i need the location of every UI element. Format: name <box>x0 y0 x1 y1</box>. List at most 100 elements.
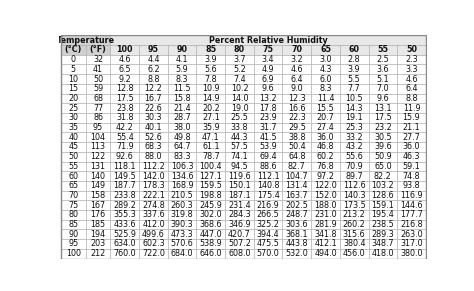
Bar <box>340 210 368 220</box>
Bar <box>61 103 86 113</box>
Text: 55.6: 55.6 <box>345 152 363 161</box>
Text: 433.6: 433.6 <box>114 220 136 229</box>
Text: 13.1: 13.1 <box>374 104 392 113</box>
Text: (°F): (°F) <box>90 45 107 54</box>
Text: 22.3: 22.3 <box>288 113 306 122</box>
Text: 78.7: 78.7 <box>202 152 219 161</box>
Bar <box>283 220 311 229</box>
Text: 9.2: 9.2 <box>118 74 131 84</box>
Bar <box>397 249 426 258</box>
Text: 69.4: 69.4 <box>259 152 277 161</box>
Text: 50: 50 <box>406 45 417 54</box>
Text: 12.2: 12.2 <box>145 84 162 93</box>
Bar <box>254 65 283 74</box>
Bar <box>168 220 196 229</box>
Bar <box>139 220 168 229</box>
Bar <box>225 210 254 220</box>
Text: 142.0: 142.0 <box>142 172 165 180</box>
Text: 65: 65 <box>68 181 79 190</box>
Text: 75: 75 <box>263 45 273 54</box>
Text: 6.4: 6.4 <box>291 74 303 84</box>
Text: 140.8: 140.8 <box>257 181 279 190</box>
Bar <box>283 45 311 55</box>
Text: 85: 85 <box>205 45 216 54</box>
Bar <box>397 239 426 249</box>
Bar <box>397 220 426 229</box>
Text: 95: 95 <box>148 45 159 54</box>
Text: 216.9: 216.9 <box>257 201 280 210</box>
Text: 134.6: 134.6 <box>171 172 193 180</box>
Text: 8.3: 8.3 <box>176 74 188 84</box>
Bar <box>283 229 311 239</box>
Bar <box>283 171 311 181</box>
Text: 248.7: 248.7 <box>285 210 308 219</box>
Bar <box>139 181 168 191</box>
Text: 7.4: 7.4 <box>233 74 246 84</box>
Bar <box>340 74 368 84</box>
Bar <box>168 94 196 103</box>
Text: 21.4: 21.4 <box>173 104 191 113</box>
Text: 5.6: 5.6 <box>204 65 217 74</box>
Bar <box>196 210 225 220</box>
Text: 113: 113 <box>91 143 106 151</box>
Bar <box>397 113 426 123</box>
Bar <box>397 229 426 239</box>
Bar <box>225 171 254 181</box>
Bar <box>110 132 139 142</box>
Text: 167: 167 <box>91 201 106 210</box>
Bar <box>139 123 168 132</box>
Bar <box>311 171 340 181</box>
Text: 210.5: 210.5 <box>171 191 193 200</box>
Bar <box>196 171 225 181</box>
Text: 158: 158 <box>91 191 106 200</box>
Bar <box>283 162 311 171</box>
Text: 238.5: 238.5 <box>372 220 394 229</box>
Text: 3.0: 3.0 <box>319 55 332 64</box>
Text: 12.3: 12.3 <box>288 94 306 103</box>
Bar <box>225 200 254 210</box>
Bar <box>86 132 110 142</box>
Text: 40.1: 40.1 <box>145 123 162 132</box>
Text: 6.5: 6.5 <box>118 65 131 74</box>
Text: 212: 212 <box>91 249 106 258</box>
Text: 185: 185 <box>91 220 106 229</box>
Text: 447.0: 447.0 <box>200 230 222 239</box>
Text: 9.6: 9.6 <box>262 84 274 93</box>
Bar <box>196 249 225 258</box>
Text: 131: 131 <box>91 162 106 171</box>
Bar <box>139 142 168 152</box>
Text: 8.3: 8.3 <box>319 84 332 93</box>
Bar <box>340 84 368 94</box>
Text: 2.3: 2.3 <box>405 55 418 64</box>
Bar <box>254 152 283 162</box>
Text: 50.4: 50.4 <box>288 143 306 151</box>
Text: 7.8: 7.8 <box>204 74 217 84</box>
Bar <box>61 171 86 181</box>
Text: 341.8: 341.8 <box>314 230 337 239</box>
Bar <box>86 94 110 103</box>
Text: 284.3: 284.3 <box>228 210 251 219</box>
Bar <box>61 142 86 152</box>
Bar <box>311 200 340 210</box>
Text: 4.4: 4.4 <box>147 55 160 64</box>
Bar <box>86 200 110 210</box>
Bar <box>61 229 86 239</box>
Bar <box>340 249 368 258</box>
Text: 31.7: 31.7 <box>259 123 277 132</box>
Bar <box>86 162 110 171</box>
Text: 6.0: 6.0 <box>319 74 332 84</box>
Text: 152.0: 152.0 <box>314 191 337 200</box>
Bar <box>196 181 225 191</box>
Bar <box>168 200 196 210</box>
Bar <box>397 103 426 113</box>
Text: 89.7: 89.7 <box>345 172 363 180</box>
Text: 60.2: 60.2 <box>317 152 334 161</box>
Bar <box>110 123 139 132</box>
Text: 390.3: 390.3 <box>171 220 193 229</box>
Bar <box>254 171 283 181</box>
Text: 315.6: 315.6 <box>343 230 365 239</box>
Text: 231.4: 231.4 <box>228 201 251 210</box>
Bar <box>368 152 397 162</box>
Text: 263.0: 263.0 <box>400 230 423 239</box>
Text: 59: 59 <box>93 84 103 93</box>
